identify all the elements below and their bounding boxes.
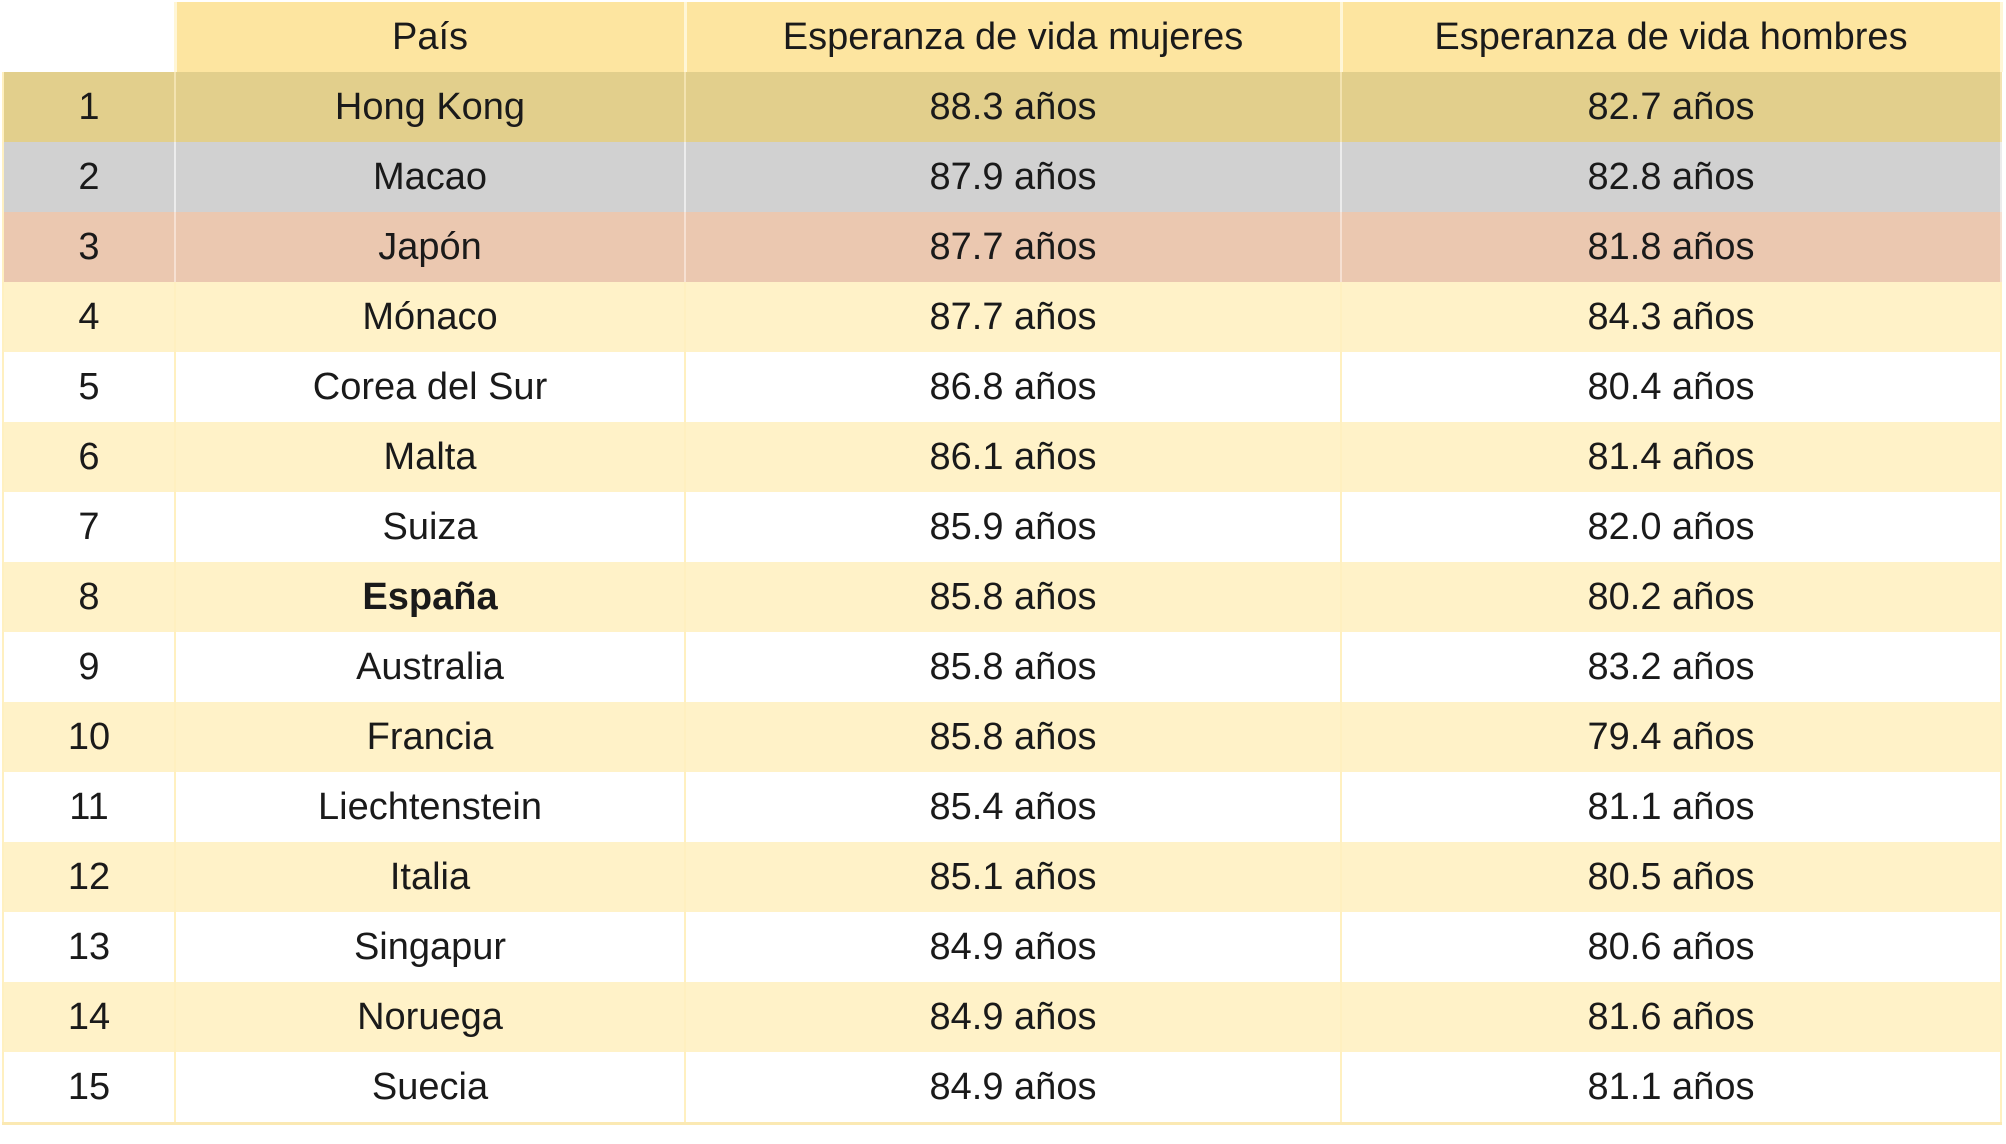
table-row: 15 Suecia 84.9 años 81.1 años [2,1052,2002,1125]
women-life-expectancy-cell: 84.9 años [685,982,1342,1052]
men-life-expectancy-cell: 83.2 años [1341,632,2002,702]
country-cell: Francia [175,702,686,772]
table-row: 1 Hong Kong 88.3 años 82.7 años [2,72,2002,142]
women-life-expectancy-cell: 85.8 años [685,632,1342,702]
country-cell: Macao [175,142,686,212]
women-life-expectancy-cell: 85.8 años [685,562,1342,632]
table-row: 8 España 85.8 años 80.2 años [2,562,2002,632]
table-row: 2 Macao 87.9 años 82.8 años [2,142,2002,212]
rank-cell: 12 [2,842,176,912]
country-cell: Japón [175,212,686,282]
life-expectancy-table-wrapper: País Esperanza de vida mujeres Esperanza… [2,2,2003,1125]
women-life-expectancy-cell: 85.9 años [685,492,1342,562]
men-life-expectancy-cell: 82.7 años [1341,72,2002,142]
rank-cell: 14 [2,982,176,1052]
table-row: 11 Liechtenstein 85.4 años 81.1 años [2,772,2002,842]
header-row: País Esperanza de vida mujeres Esperanza… [3,2,2003,72]
table-row: 9 Australia 85.8 años 83.2 años [2,632,2002,702]
women-life-expectancy-cell: 86.1 años [685,422,1342,492]
country-cell: Noruega [175,982,686,1052]
country-cell: Malta [175,422,686,492]
country-cell: Italia [175,842,686,912]
men-life-expectancy-cell: 80.5 años [1341,842,2002,912]
women-life-expectancy-cell: 87.7 años [685,282,1342,352]
country-cell: Singapur [175,912,686,982]
country-cell: Hong Kong [175,72,686,142]
women-life-expectancy-cell: 84.9 años [685,912,1342,982]
country-cell: Corea del Sur [175,352,686,422]
men-life-expectancy-cell: 79.4 años [1341,702,2002,772]
life-expectancy-table: País Esperanza de vida mujeres Esperanza… [2,2,2003,1125]
women-life-expectancy-cell: 85.4 años [685,772,1342,842]
country-cell: Suecia [175,1052,686,1125]
women-life-expectancy-cell: 86.8 años [685,352,1342,422]
men-life-expectancy-cell: 81.4 años [1341,422,2002,492]
men-life-expectancy-cell: 84.3 años [1341,282,2002,352]
rank-cell: 2 [2,142,176,212]
men-life-expectancy-cell: 81.6 años [1341,982,2002,1052]
table-row: 14 Noruega 84.9 años 81.6 años [2,982,2002,1052]
rank-cell: 5 [2,352,176,422]
men-life-expectancy-cell: 82.8 años [1341,142,2002,212]
table-row: 7 Suiza 85.9 años 82.0 años [2,492,2002,562]
men-life-expectancy-cell: 80.4 años [1341,352,2002,422]
table-row: 4 Mónaco 87.7 años 84.3 años [2,282,2002,352]
rank-cell: 7 [2,492,176,562]
women-life-expectancy-cell: 85.8 años [685,702,1342,772]
header-rank-cell [3,2,177,72]
women-life-expectancy-cell: 85.1 años [685,842,1342,912]
country-cell: Suiza [175,492,686,562]
table-row: 6 Malta 86.1 años 81.4 años [2,422,2002,492]
men-life-expectancy-cell: 81.1 años [1341,1052,2002,1125]
rank-cell: 13 [2,912,176,982]
country-cell: España [175,562,686,632]
country-cell: Australia [175,632,686,702]
table-row: 10 Francia 85.8 años 79.4 años [2,702,2002,772]
rank-cell: 11 [2,772,176,842]
women-life-expectancy-cell: 84.9 años [685,1052,1342,1125]
women-life-expectancy-cell: 88.3 años [685,72,1342,142]
men-life-expectancy-cell: 81.1 años [1341,772,2002,842]
country-cell: Mónaco [175,282,686,352]
rank-cell: 15 [2,1052,176,1125]
rank-cell: 6 [2,422,176,492]
men-life-expectancy-cell: 80.6 años [1341,912,2002,982]
women-life-expectancy-cell: 87.7 años [685,212,1342,282]
rank-cell: 3 [2,212,176,282]
men-life-expectancy-cell: 82.0 años [1341,492,2002,562]
rank-cell: 8 [2,562,176,632]
rank-cell: 10 [2,702,176,772]
men-life-expectancy-cell: 80.2 años [1341,562,2002,632]
table-row: 12 Italia 85.1 años 80.5 años [2,842,2002,912]
women-life-expectancy-cell: 87.9 años [685,142,1342,212]
men-life-expectancy-cell: 81.8 años [1341,212,2002,282]
country-cell: Liechtenstein [175,772,686,842]
table-row: 5 Corea del Sur 86.8 años 80.4 años [2,352,2002,422]
table-row: 3 Japón 87.7 años 81.8 años [2,212,2002,282]
rank-cell: 1 [2,72,176,142]
header-men-life-expectancy: Esperanza de vida hombres [1341,2,2003,72]
rank-cell: 9 [2,632,176,702]
header-women-life-expectancy: Esperanza de vida mujeres [685,2,1343,72]
rank-cell: 4 [2,282,176,352]
table-row: 13 Singapur 84.9 años 80.6 años [2,912,2002,982]
header-country: País [173,2,687,72]
table-body: 1 Hong Kong 88.3 años 82.7 años 2 Macao 87.9 a… [2,72,2002,1125]
